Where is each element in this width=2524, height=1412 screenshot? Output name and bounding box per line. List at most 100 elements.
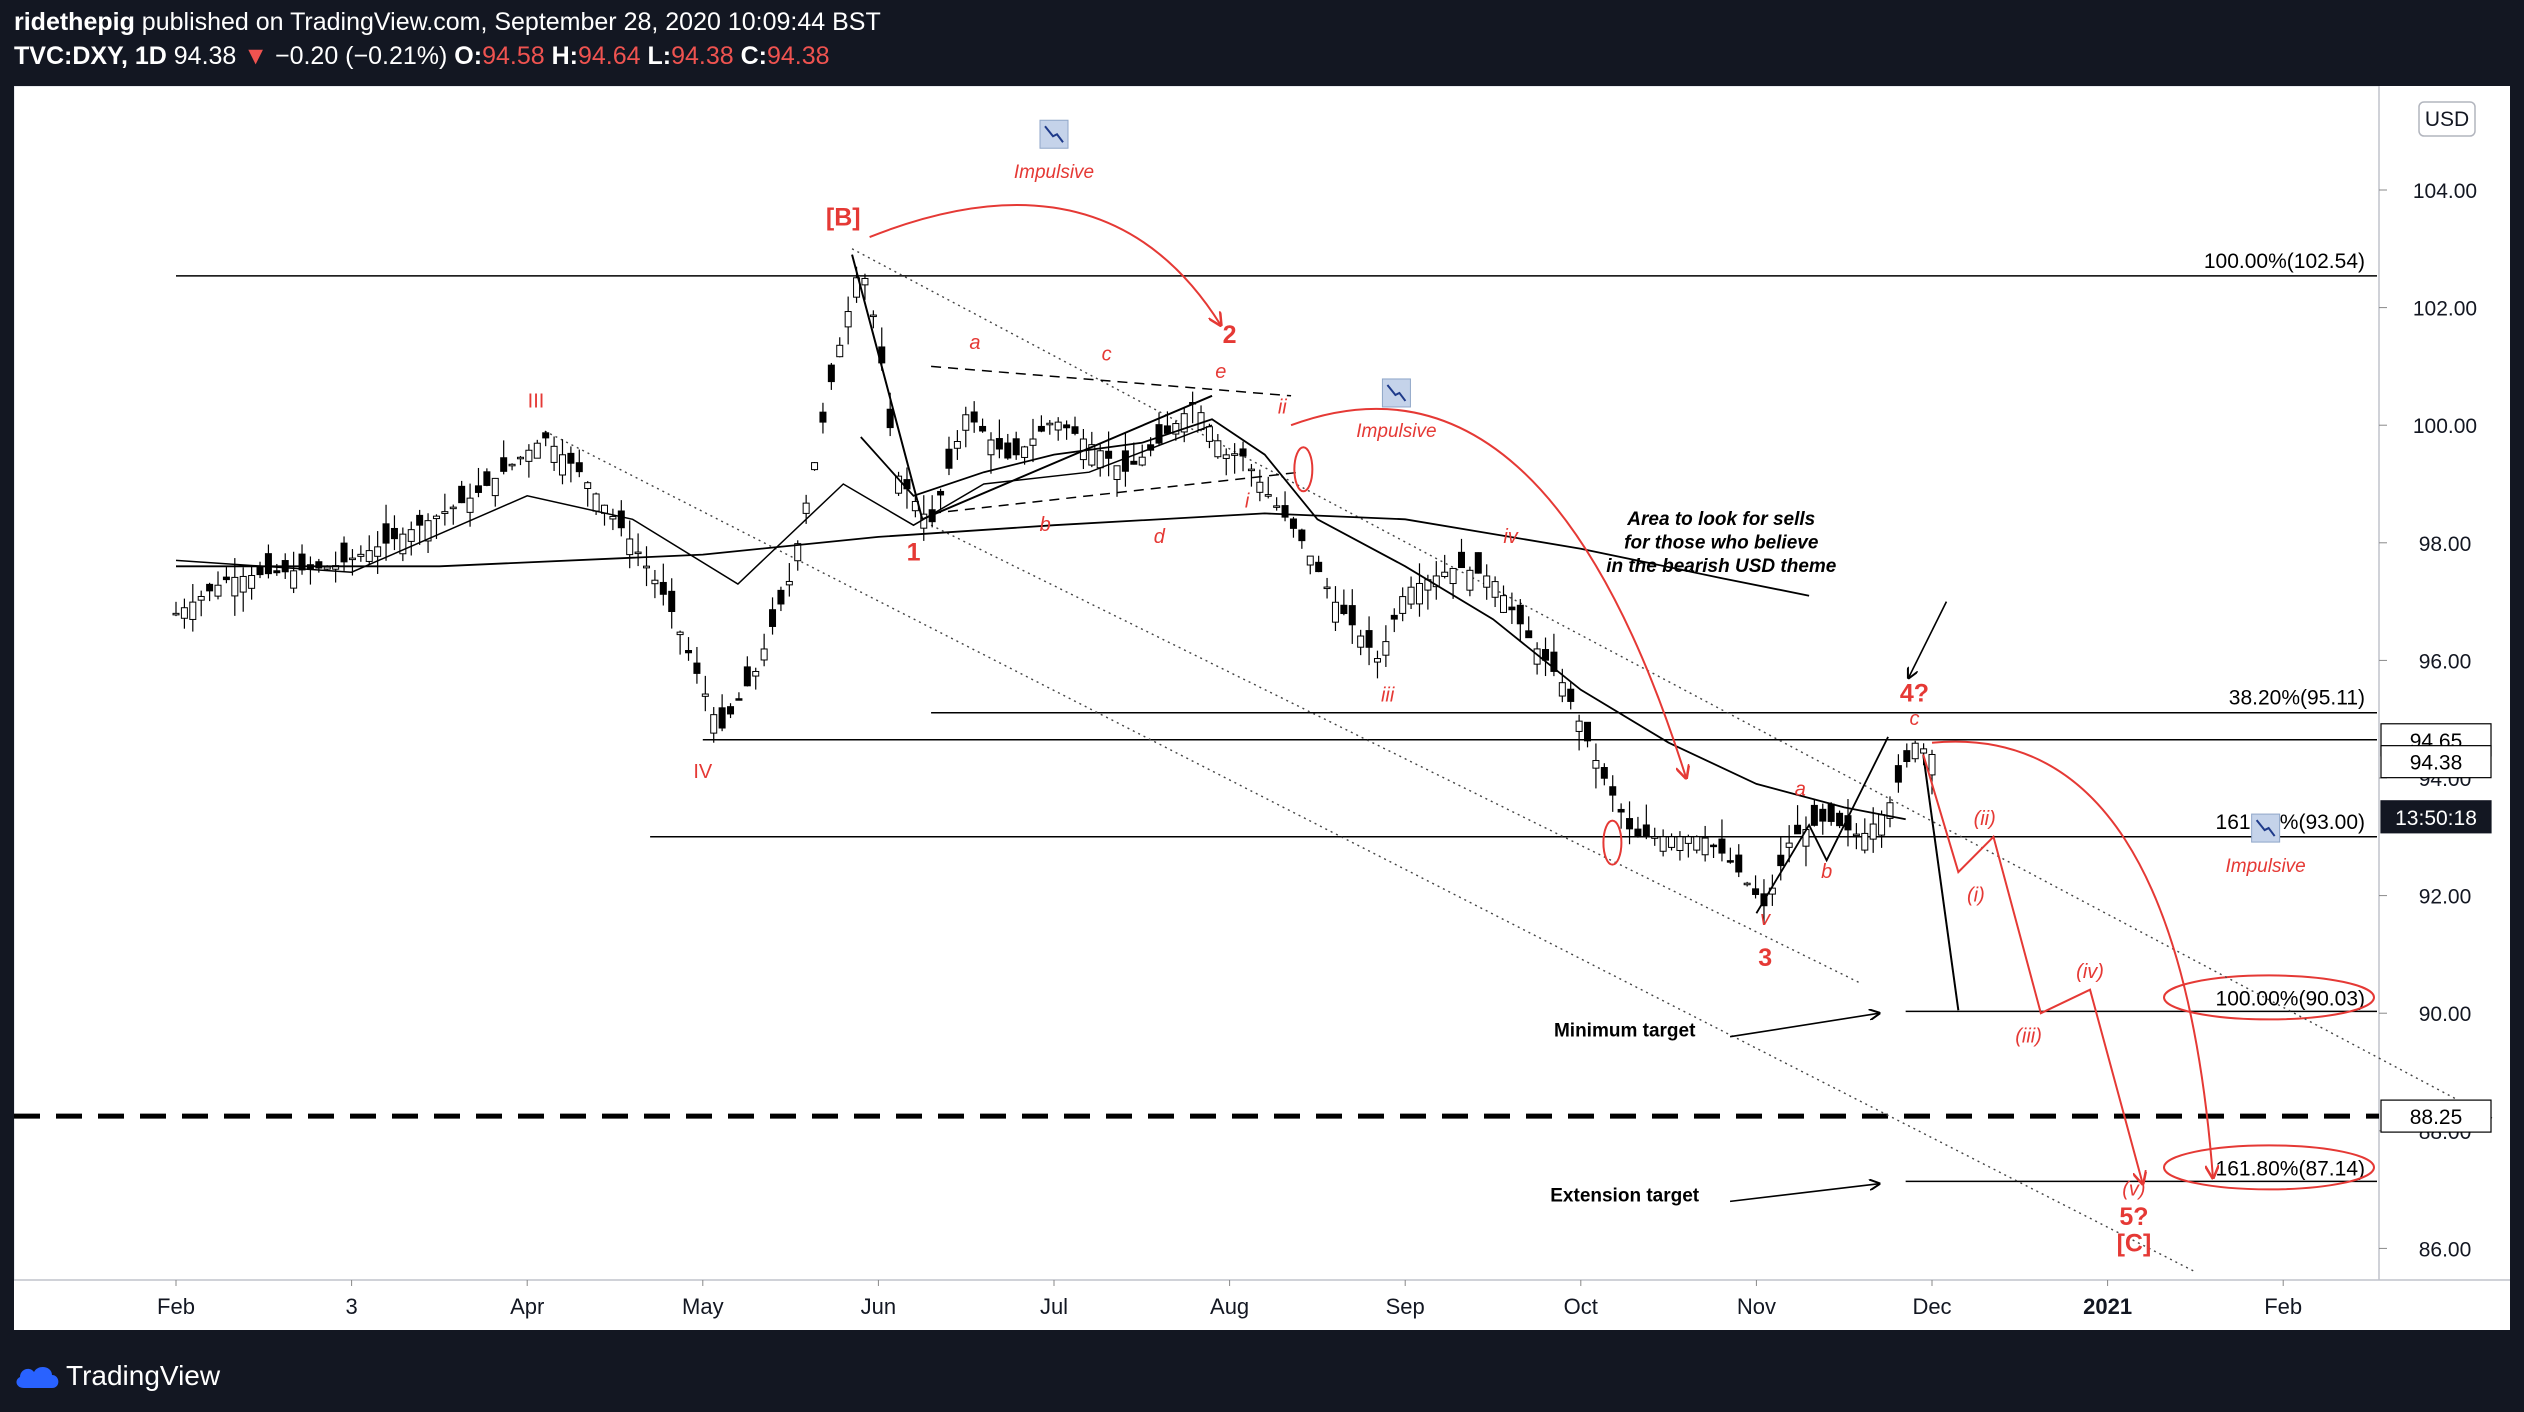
author[interactable]: ridethepig (14, 8, 135, 36)
candle-body[interactable] (542, 432, 550, 439)
candle-body[interactable] (1340, 604, 1348, 615)
candle-body[interactable] (1726, 860, 1734, 863)
candle-body[interactable] (1466, 569, 1474, 591)
candle-body[interactable] (256, 567, 264, 576)
candle-body[interactable] (970, 411, 978, 423)
candle-body[interactable] (1382, 641, 1390, 656)
currency-button[interactable]: USD (2418, 101, 2476, 137)
candle-body[interactable] (1054, 421, 1062, 431)
candle-body[interactable] (727, 706, 735, 715)
candle-body[interactable] (290, 570, 298, 589)
candle-body[interactable] (491, 477, 499, 497)
candle-body[interactable] (1256, 481, 1264, 493)
candle-body[interactable] (323, 566, 331, 570)
candle-body[interactable] (718, 707, 726, 729)
candle-body[interactable] (1449, 567, 1457, 585)
candle-body[interactable] (1298, 529, 1306, 542)
candle-body[interactable] (1138, 456, 1146, 466)
plot-area[interactable] (14, 86, 2380, 1281)
candle-body[interactable] (945, 448, 953, 469)
candle-body[interactable] (861, 277, 869, 286)
candle-body[interactable] (836, 344, 844, 358)
candle-body[interactable] (777, 589, 785, 605)
channel-line[interactable] (851, 248, 2495, 1120)
candle-body[interactable] (1222, 454, 1230, 459)
candle-body[interactable] (441, 511, 449, 514)
candle-body[interactable] (1071, 426, 1079, 434)
candle-body[interactable] (1113, 465, 1121, 480)
candle-body[interactable] (886, 408, 894, 429)
price-tag[interactable] (2380, 1099, 2492, 1133)
candle-body[interactable] (315, 561, 323, 569)
candle-body[interactable] (668, 590, 676, 613)
candle-body[interactable] (895, 475, 903, 494)
candle-body[interactable] (1920, 748, 1928, 754)
candle-body[interactable] (365, 550, 373, 562)
price-chart[interactable]: 100.00%(102.54) 38.20%(95.11) 161.80%(93.0… (14, 86, 2510, 1330)
candle-body[interactable] (693, 662, 701, 674)
candle-body[interactable] (1306, 555, 1314, 566)
candle-body[interactable] (1457, 551, 1465, 569)
candle-body[interactable] (1550, 651, 1558, 672)
candle-body[interactable] (1819, 808, 1827, 822)
candle-body[interactable] (1037, 425, 1045, 432)
candle-body[interactable] (1542, 649, 1550, 661)
candle-body[interactable] (1197, 412, 1205, 431)
triangle-upper-line[interactable] (931, 365, 1292, 397)
wave-swing-line[interactable] (851, 254, 1213, 521)
candle-body[interactable] (1836, 812, 1844, 827)
candle-body[interactable] (474, 485, 482, 493)
candle-body[interactable] (348, 557, 356, 561)
channel-line[interactable] (930, 524, 1863, 985)
candle-body[interactable] (1021, 446, 1029, 458)
candle-body[interactable] (1491, 581, 1499, 598)
currency-label[interactable]: USD (2425, 108, 2469, 131)
candle-body[interactable] (399, 533, 407, 555)
candle-body[interactable] (298, 553, 306, 571)
candle-body[interactable] (273, 570, 281, 574)
candle-body[interactable] (785, 580, 793, 586)
candle-body[interactable] (1432, 575, 1440, 588)
candle-body[interactable] (937, 490, 945, 496)
candle-body[interactable] (1399, 596, 1407, 614)
candle-body[interactable] (1743, 882, 1751, 886)
candle-body[interactable] (853, 277, 861, 298)
candle-body[interactable] (1735, 854, 1743, 873)
candle-body[interactable] (1911, 742, 1919, 760)
candle-body[interactable] (1004, 442, 1012, 459)
candle-body[interactable] (1348, 605, 1356, 626)
moving-average-long[interactable] (176, 512, 1810, 597)
candle-body[interactable] (735, 698, 743, 701)
candle-body[interactable] (500, 457, 508, 472)
candle-body[interactable] (953, 441, 961, 449)
candle-body[interactable] (743, 666, 751, 687)
candle-body[interactable] (794, 543, 802, 562)
candle-body[interactable] (357, 553, 365, 557)
candle-body[interactable] (1012, 438, 1020, 456)
candle-body[interactable] (1390, 614, 1398, 620)
candle-body[interactable] (466, 497, 474, 513)
candle-body[interactable] (1701, 837, 1709, 856)
candle-body[interactable] (1474, 552, 1482, 574)
candle-body[interactable] (1516, 604, 1524, 625)
candle-body[interactable] (1239, 448, 1247, 457)
candle-body[interactable] (264, 553, 272, 575)
candle-body[interactable] (390, 527, 398, 540)
candle-body[interactable] (231, 576, 239, 597)
candle-body[interactable] (239, 575, 247, 593)
candle-body[interactable] (1642, 824, 1650, 838)
candle-body[interactable] (1634, 828, 1642, 838)
candle-body[interactable] (1810, 804, 1818, 826)
candle-body[interactable] (1693, 836, 1701, 851)
candle-body[interactable] (1878, 814, 1886, 836)
candle-body[interactable] (1273, 505, 1281, 508)
candle-body[interactable] (1323, 586, 1331, 590)
candle-body[interactable] (550, 445, 558, 463)
candle-body[interactable] (1205, 426, 1213, 442)
candle-body[interactable] (1861, 832, 1869, 851)
moving-average-short[interactable] (860, 418, 1906, 821)
price-tag[interactable] (2380, 800, 2492, 834)
candle-body[interactable] (1331, 601, 1339, 623)
candle-body[interactable] (1852, 833, 1860, 837)
candle-body[interactable] (1558, 682, 1566, 697)
